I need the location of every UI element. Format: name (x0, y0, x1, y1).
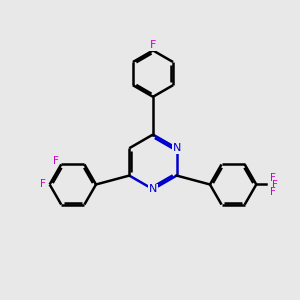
Text: F: F (272, 180, 278, 190)
Text: N: N (149, 184, 157, 194)
Text: F: F (150, 40, 156, 50)
Text: F: F (53, 156, 59, 166)
Text: F: F (40, 179, 46, 189)
Text: N: N (172, 143, 181, 153)
Text: F: F (270, 187, 276, 197)
Text: F: F (270, 173, 276, 183)
